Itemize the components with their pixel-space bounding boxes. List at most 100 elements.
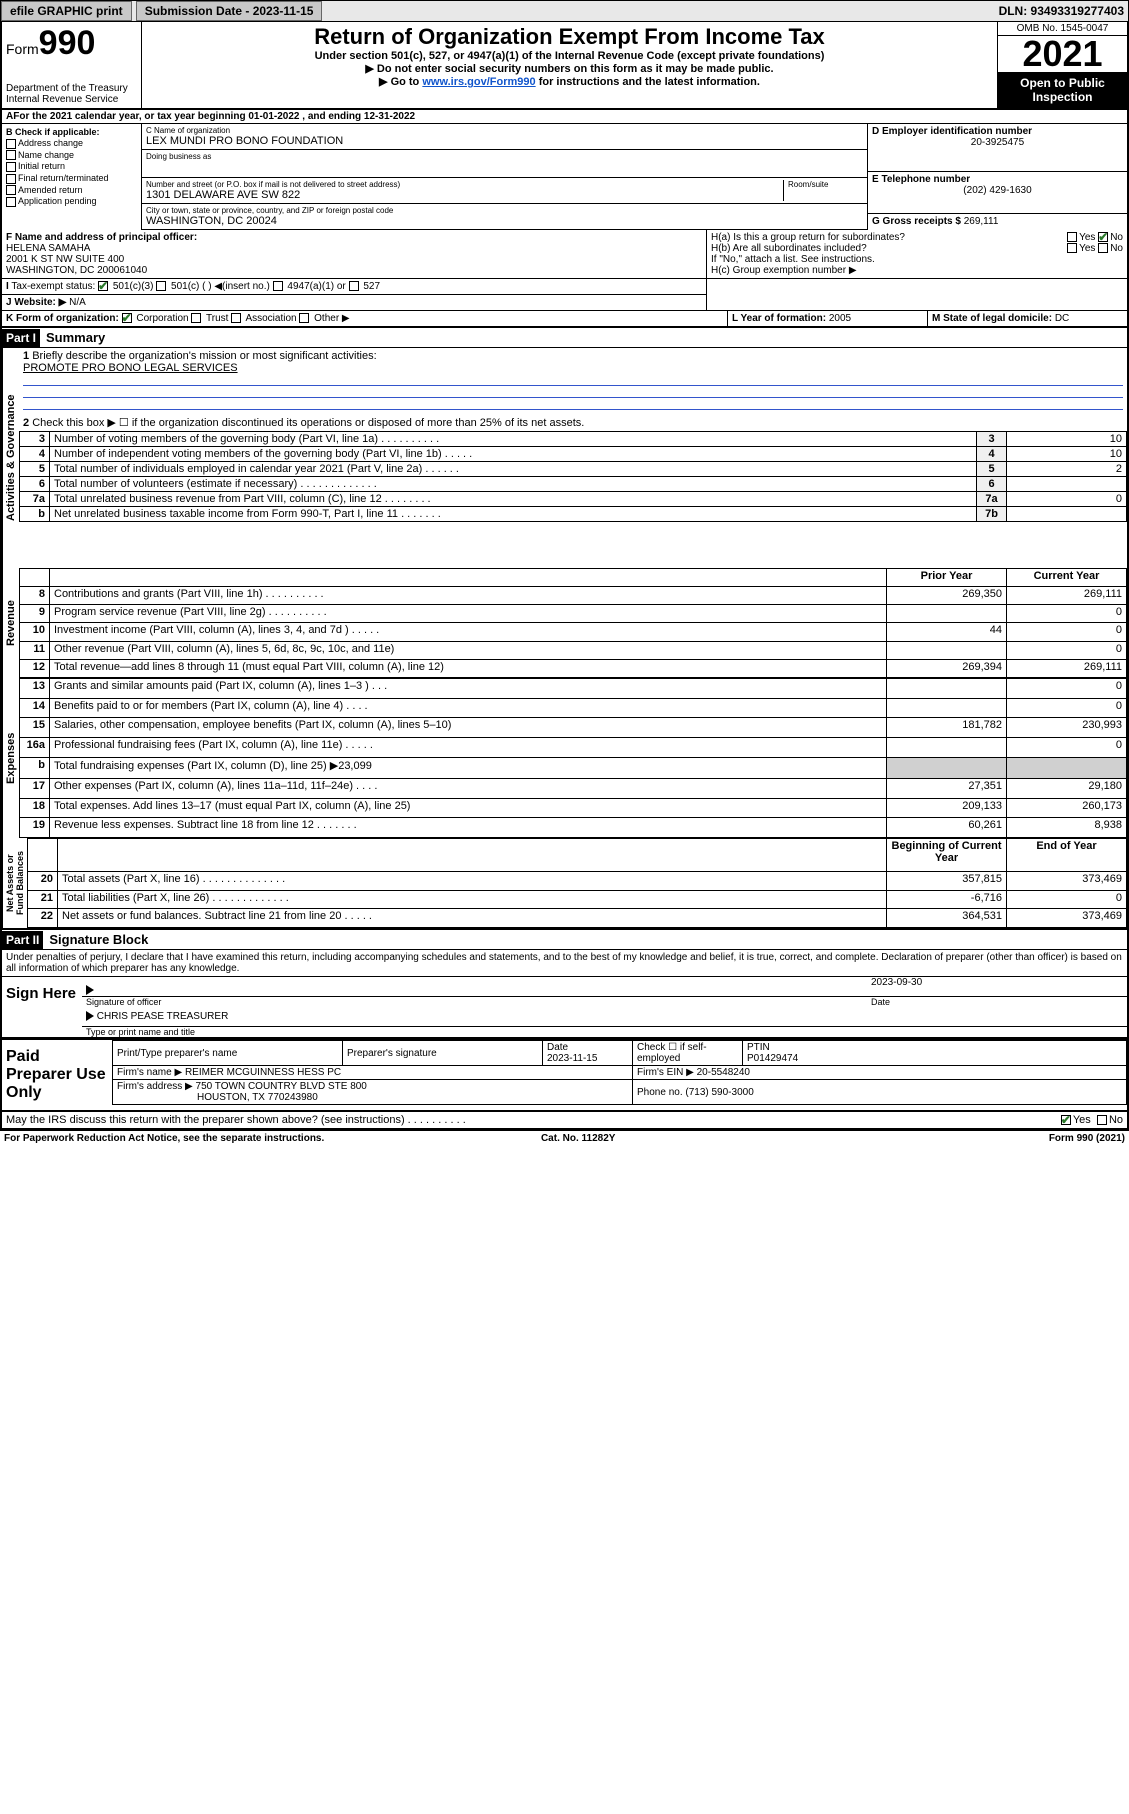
hb-yes[interactable]	[1067, 243, 1077, 253]
exp-table: 13Grants and similar amounts paid (Part …	[19, 678, 1127, 838]
part2-tag: Part II	[2, 931, 43, 949]
dln: DLN: 93493319277403	[999, 4, 1128, 18]
net-table: Beginning of Current YearEnd of Year 20T…	[27, 838, 1127, 928]
block-b: B Check if applicable: Address change Na…	[2, 124, 142, 230]
form-title: Return of Organization Exempt From Incom…	[146, 24, 993, 50]
officer-addr1: 2001 K ST NW SUITE 400	[6, 254, 702, 265]
penalty-text: Under penalties of perjury, I declare th…	[0, 950, 1129, 976]
goto-post: for instructions and the latest informat…	[536, 76, 760, 88]
officer-addr2: WASHINGTON, DC 200061040	[6, 265, 702, 276]
m-value: DC	[1055, 313, 1069, 324]
efile-button[interactable]: efile GRAPHIC print	[1, 1, 132, 21]
tab-governance: Activities & Governance	[2, 348, 19, 568]
row-klm: K Form of organization: Corporation Trus…	[0, 311, 1129, 328]
l-value: 2005	[829, 313, 851, 324]
line-a-text: For the 2021 calendar year, or tax year …	[13, 111, 415, 122]
arrow-icon	[86, 985, 94, 995]
arrow-icon	[86, 1011, 94, 1021]
cb-corp[interactable]	[122, 313, 132, 323]
k-label: K Form of organization:	[6, 313, 119, 324]
part1-body: Activities & Governance 1 Briefly descri…	[0, 348, 1129, 568]
part2-header: Part II Signature Block	[0, 930, 1129, 950]
ha-yes[interactable]	[1067, 232, 1077, 242]
line1-label: Briefly describe the organization's miss…	[32, 350, 376, 362]
tab-expenses: Expenses	[2, 678, 19, 838]
e-label: E Telephone number	[872, 174, 1123, 185]
b-label: B Check if applicable:	[6, 127, 137, 137]
rev-table: Prior YearCurrent Year 8Contributions an…	[19, 568, 1127, 678]
block-bcd: B Check if applicable: Address change Na…	[0, 124, 1129, 230]
header-left: Form990 Department of the Treasury Inter…	[2, 22, 142, 108]
firm-name-label: Firm's name ▶	[117, 1067, 182, 1078]
firm-addr-label: Firm's address ▶	[117, 1081, 193, 1092]
city-label: City or town, state or province, country…	[146, 206, 863, 215]
paid-preparer-label: Paid Preparer Use Only	[2, 1040, 112, 1110]
m-label: M State of legal domicile:	[932, 313, 1055, 324]
officer-name: HELENA SAMAHA	[6, 243, 702, 254]
row-j: J Website: ▶ N/A	[0, 295, 1129, 311]
form-word: Form	[6, 41, 39, 57]
hb-no[interactable]	[1098, 243, 1108, 253]
room-label: Room/suite	[788, 180, 863, 189]
irs-link[interactable]: www.irs.gov/Form990	[422, 76, 535, 88]
phone-value: (202) 429-1630	[872, 185, 1123, 196]
page-footer: For Paperwork Reduction Act Notice, see …	[0, 1130, 1129, 1146]
sign-here-label: Sign Here	[2, 977, 82, 1037]
cb-amended-return[interactable]: Amended return	[6, 185, 137, 196]
cb-trust[interactable]	[191, 313, 201, 323]
form-header: Form990 Department of the Treasury Inter…	[0, 22, 1129, 110]
cb-final-return[interactable]: Final return/terminated	[6, 173, 137, 184]
hc-label: H(c) Group exemption number ▶	[711, 265, 1123, 276]
ptin-value: P01429474	[747, 1053, 798, 1064]
open-inspection: Open to Public Inspection	[998, 72, 1127, 108]
prep-date-label: Date	[547, 1042, 568, 1053]
rev-section: Revenue Prior YearCurrent Year 8Contribu…	[0, 568, 1129, 678]
header-right: OMB No. 1545-0047 2021 Open to Public In…	[997, 22, 1127, 108]
c-name-label: C Name of organization	[146, 126, 863, 135]
hb-note: If "No," attach a list. See instructions…	[711, 254, 1123, 265]
sig-date: 2023-09-30	[867, 977, 1127, 997]
cb-address-change[interactable]: Address change	[6, 138, 137, 149]
l-label: L Year of formation:	[732, 313, 829, 324]
gross-receipts: 269,111	[964, 216, 999, 227]
part1-tag: Part I	[2, 329, 40, 347]
tab-revenue: Revenue	[2, 568, 19, 678]
instruction-line-2: ▶ Go to www.irs.gov/Form990 for instruct…	[146, 75, 993, 88]
footer-mid: Cat. No. 11282Y	[541, 1133, 615, 1144]
topbar: efile GRAPHIC print Submission Date - 20…	[0, 0, 1129, 22]
part1-title: Summary	[40, 328, 111, 347]
part2-title: Signature Block	[43, 930, 154, 949]
exp-section: Expenses 13Grants and similar amounts pa…	[0, 678, 1129, 838]
cb-501c[interactable]	[156, 281, 166, 291]
hb-label: H(b) Are all subordinates included?	[711, 243, 867, 254]
cb-assoc[interactable]	[231, 313, 241, 323]
firm-addr1: 750 TOWN COUNTRY BLVD STE 800	[196, 1081, 367, 1092]
cb-4947[interactable]	[273, 281, 283, 291]
row-i: I Tax-exempt status: 501(c)(3) 501(c) ( …	[0, 279, 1129, 295]
department: Department of the Treasury Internal Reve…	[6, 83, 137, 105]
discuss-text: May the IRS discuss this return with the…	[6, 1114, 466, 1126]
submission-date: Submission Date - 2023-11-15	[136, 1, 323, 21]
prep-self-employed[interactable]: Check ☐ if self-employed	[633, 1041, 743, 1066]
discuss-no[interactable]	[1097, 1115, 1107, 1125]
cb-initial-return[interactable]: Initial return	[6, 161, 137, 172]
cb-application-pending[interactable]: Application pending	[6, 196, 137, 207]
prep-sig-label: Preparer's signature	[343, 1041, 543, 1066]
cb-name-change[interactable]: Name change	[6, 150, 137, 161]
header-mid: Return of Organization Exempt From Incom…	[142, 22, 997, 108]
line2-label: Check this box ▶ ☐ if the organization d…	[32, 417, 584, 429]
firm-ein: 20-5548240	[697, 1067, 750, 1078]
mission-text: PROMOTE PRO BONO LEGAL SERVICES	[23, 362, 238, 374]
net-section: Net Assets or Fund Balances Beginning of…	[0, 838, 1129, 930]
city-value: WASHINGTON, DC 20024	[146, 215, 863, 227]
cb-other[interactable]	[299, 313, 309, 323]
cb-501c3[interactable]	[98, 281, 108, 291]
ha-no[interactable]	[1098, 232, 1108, 242]
paid-preparer-block: Paid Preparer Use Only Print/Type prepar…	[0, 1039, 1129, 1112]
signature-block: Sign Here 2023-09-30 Signature of office…	[0, 976, 1129, 1039]
discuss-row: May the IRS discuss this return with the…	[0, 1112, 1129, 1130]
street-label: Number and street (or P.O. box if mail i…	[146, 180, 783, 189]
discuss-yes[interactable]	[1061, 1115, 1071, 1125]
firm-name: REIMER MCGUINNESS HESS PC	[185, 1067, 341, 1078]
cb-527[interactable]	[349, 281, 359, 291]
